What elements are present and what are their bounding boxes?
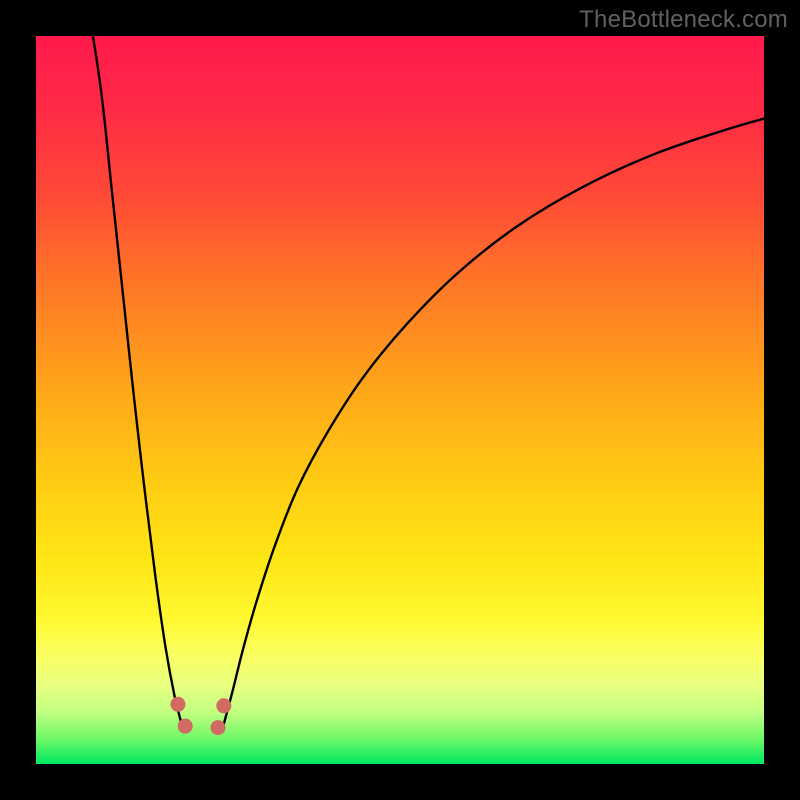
data-marker (216, 698, 231, 713)
curve-left-branch (91, 36, 182, 724)
data-marker (178, 719, 193, 734)
chart-canvas: TheBottleneck.com (0, 0, 800, 800)
curve-right-branch (224, 115, 764, 724)
plot-frame (36, 36, 764, 764)
data-marker (211, 720, 226, 735)
watermark-text: TheBottleneck.com (579, 6, 788, 34)
bottleneck-curve (36, 36, 764, 764)
data-marker (170, 697, 185, 712)
